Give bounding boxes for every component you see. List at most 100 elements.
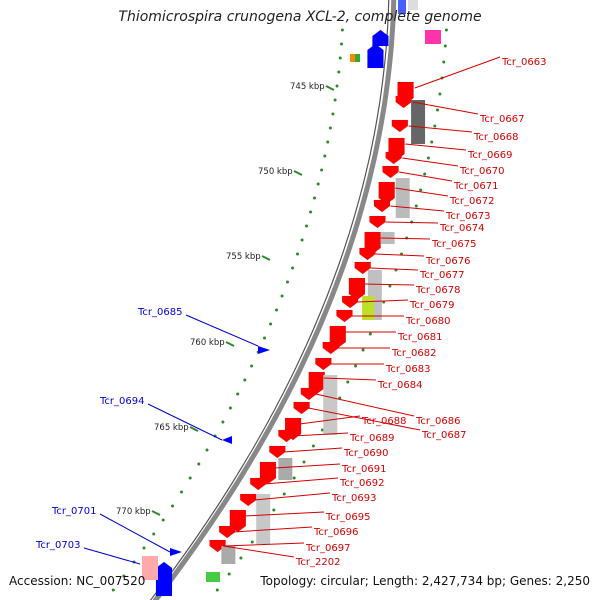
leader-line (264, 477, 339, 485)
forward-gene-arrow (278, 429, 295, 443)
forward-gene-label: Tcr_0688 (361, 416, 406, 427)
leader-line (283, 447, 343, 453)
leader-line (83, 547, 141, 565)
forward-gene-arrow (354, 261, 371, 275)
reverse-gene-label: Tcr_0685 (137, 307, 182, 318)
genome-summary-text: Topology: circular; Length: 2,427,734 bp… (260, 574, 590, 588)
gene-labels: Tcr_0663 Tcr_0667 Tcr_0668 Tcr_0669 Tcr_0670… (35, 57, 546, 568)
forward-gene-label: Tcr_0695 (325, 512, 370, 523)
leader-line (395, 187, 449, 197)
leader-line (405, 143, 467, 151)
scale-ticks: 745 kbp 750 kbp 755 kbp 760 kbp 765 kbp 770 k… (116, 82, 335, 517)
forward-gene-label: Tcr_0693 (331, 493, 376, 504)
scale-tick-label: 765 kbp (154, 423, 189, 433)
gc-dot (426, 156, 430, 160)
forward-gene-arrow (315, 357, 332, 371)
gc-dot (205, 448, 209, 452)
forward-gene-label: Tcr_0678 (415, 285, 460, 296)
gc-dot (335, 84, 339, 88)
leader-line (274, 463, 341, 469)
forward-gene-label: Tcr_0675 (431, 239, 476, 250)
scale-tick-label: 750 kbp (258, 167, 293, 177)
gc-dot (405, 236, 409, 240)
gc-dot (111, 588, 115, 592)
leader-line (414, 56, 501, 89)
reverse-gene-arrow (155, 561, 173, 597)
gc-dot (320, 168, 324, 172)
reverse-gene-arrow (372, 29, 389, 47)
leader-line (364, 283, 415, 286)
forward-gene-label: Tcr_0692 (339, 478, 384, 489)
leader-line (385, 221, 439, 224)
forward-gene-arrow (322, 341, 340, 355)
forward-gene-label: Tcr_0677 (419, 270, 464, 281)
gc-dot (326, 140, 330, 144)
gc-dot (291, 266, 295, 270)
reverse-gene-arrow (367, 43, 384, 69)
gc-dot (300, 238, 304, 242)
leader-line (357, 299, 409, 303)
gc-dot (388, 284, 392, 288)
leader-line (412, 101, 479, 115)
scale-tick-mark (325, 85, 335, 91)
gc-dot (346, 380, 350, 384)
gene-block (411, 100, 426, 144)
gc-dot (337, 70, 341, 74)
gc-dot (354, 364, 358, 368)
forward-gene-label: Tcr_0663 (501, 57, 546, 68)
forward-gene-label: Tcr_0668 (473, 132, 518, 143)
gc-dot (161, 518, 165, 522)
scale-tick-label: 770 kbp (116, 507, 151, 517)
gene-block (323, 375, 338, 435)
gc-dot (243, 378, 247, 382)
gc-dot (423, 172, 427, 176)
gene-block (278, 458, 293, 480)
reverse-gene-label: Tcr_0703 (35, 540, 80, 551)
gc-dot (338, 56, 342, 60)
gc-dot (331, 112, 335, 116)
leader-line (370, 267, 419, 271)
gene-block (425, 30, 441, 44)
forward-gene-label: Tcr_0676 (425, 256, 470, 267)
scale-tick-mark (261, 255, 271, 261)
gene-block (355, 54, 360, 62)
leader-line (399, 171, 453, 182)
reverse-gene-arrow (170, 548, 182, 556)
forward-gene-arrow (382, 165, 399, 179)
forward-gene-arrow (293, 401, 310, 415)
gene-block (398, 0, 406, 14)
backbone-edge (149, 0, 390, 600)
leader-line (185, 314, 259, 347)
leader-line (323, 377, 377, 381)
forward-gene-arrow (373, 199, 391, 213)
gc-dot (296, 252, 299, 256)
gene-block (350, 54, 355, 62)
reverse-gene-label: Tcr_0694 (99, 396, 144, 407)
forward-gene-label: Tcr_0673 (445, 211, 490, 222)
gc-dot (215, 588, 219, 592)
gc-dot (171, 504, 174, 508)
leader-line (402, 157, 459, 167)
forward-gene-label: Tcr_0681 (397, 332, 442, 343)
leader-line (243, 511, 325, 517)
leader-line (299, 415, 361, 425)
gc-dot (275, 308, 278, 312)
gc-dot (227, 572, 231, 576)
forward-gene-arrow (300, 387, 318, 401)
gc-dot (316, 182, 320, 186)
gc-dot (286, 280, 289, 284)
forward-gene-arrow (249, 477, 267, 491)
gene-block (206, 572, 220, 582)
gc-dot (282, 492, 286, 496)
gene-track (142, 0, 441, 597)
forward-gene-label: Tcr_0687 (421, 430, 466, 441)
forward-gene-arrow (269, 445, 286, 459)
forward-gene-label: Tcr_2202 (295, 557, 340, 568)
leader-line (293, 432, 349, 437)
gc-dot (340, 42, 343, 46)
map-title: Thiomicrospira crunogena XCL-2, complete… (118, 9, 482, 25)
gc-dot (361, 348, 365, 352)
forward-gene-label: Tcr_0674 (439, 223, 484, 234)
forward-gene-arrow (239, 493, 257, 507)
